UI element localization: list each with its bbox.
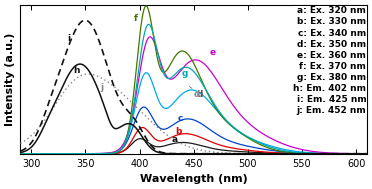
Text: b: b — [175, 127, 182, 136]
Text: j: j — [100, 83, 103, 92]
Text: d: d — [194, 90, 200, 99]
Text: a: a — [171, 135, 177, 143]
Text: g: g — [182, 69, 188, 78]
Y-axis label: Intensity (a.u.): Intensity (a.u.) — [5, 33, 15, 126]
Text: i: i — [68, 34, 71, 43]
Text: e: e — [210, 48, 216, 57]
Text: a: Ex. 320 nm
b: Ex. 330 nm
c: Ex. 340 nm
d: Ex. 350 nm
e: Ex. 360 nm
f: Ex. 370: a: Ex. 320 nm b: Ex. 330 nm c: Ex. 340 n… — [293, 6, 366, 115]
Text: f: f — [134, 14, 138, 23]
Text: d: d — [189, 87, 203, 99]
Text: h: h — [74, 66, 80, 75]
Text: c: c — [178, 114, 183, 123]
X-axis label: Wavelength (nm): Wavelength (nm) — [140, 174, 247, 184]
